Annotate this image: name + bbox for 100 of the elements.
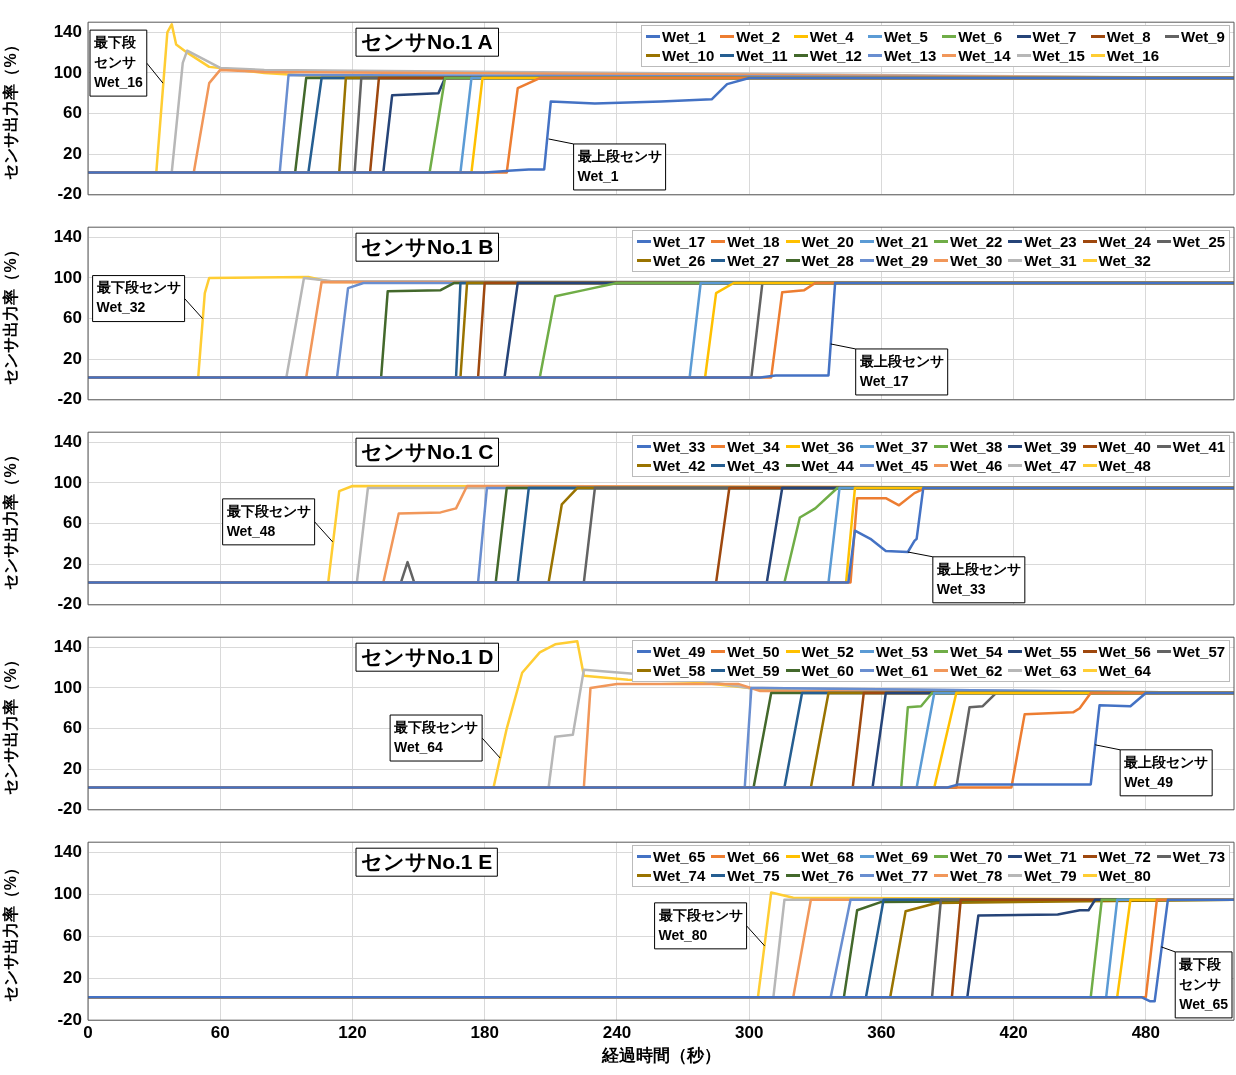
y-tick-label: 20 xyxy=(63,968,82,988)
y-tick-label: 60 xyxy=(63,926,82,946)
x-tick-label: 420 xyxy=(999,1023,1028,1043)
legend-label: Wet_58 xyxy=(653,662,706,680)
y-tick-label: 100 xyxy=(53,472,82,492)
legend-label: Wet_42 xyxy=(653,457,706,475)
legend-label: Wet_38 xyxy=(950,438,1003,456)
legend-label: Wet_27 xyxy=(727,252,780,270)
legend-label: Wet_66 xyxy=(727,848,780,866)
annotation: 最上段センサ Wet_49 xyxy=(1123,753,1209,790)
legend-label: Wet_6 xyxy=(958,28,1003,46)
y-tick-label: 100 xyxy=(53,267,82,287)
x-tick-label: 60 xyxy=(210,1023,230,1043)
legend-label: Wet_56 xyxy=(1098,643,1151,661)
legend-label: Wet_43 xyxy=(727,457,780,475)
legend-label: Wet_5 xyxy=(883,28,928,46)
legend-label: Wet_32 xyxy=(1098,252,1151,270)
legend-label: Wet_72 xyxy=(1098,848,1151,866)
x-tick-label: 120 xyxy=(338,1023,367,1043)
legend-label: Wet_34 xyxy=(727,438,780,456)
legend-label: Wet_59 xyxy=(727,662,780,680)
annotation: 最下段センサ Wet_65 xyxy=(1178,955,1229,1012)
annotation: 最下段センサ Wet_80 xyxy=(657,906,743,943)
y-tick-label: 100 xyxy=(53,677,82,697)
legend-label: Wet_7 xyxy=(1032,28,1077,46)
legend-label: Wet_30 xyxy=(950,252,1003,270)
x-tick-label: 360 xyxy=(867,1023,896,1043)
legend-label: Wet_78 xyxy=(950,867,1003,885)
legend-label: Wet_76 xyxy=(801,867,854,885)
annotation: 最上段センサ Wet_1 xyxy=(576,147,662,184)
y-tick-label: -20 xyxy=(57,594,82,614)
y-tick-label: 20 xyxy=(63,758,82,778)
legend-label: Wet_69 xyxy=(875,848,929,866)
y-tick-label: 20 xyxy=(63,348,82,368)
y-tick-label: 60 xyxy=(63,513,82,533)
legend-label: Wet_23 xyxy=(1024,233,1077,251)
y-tick-label: 100 xyxy=(53,884,82,904)
legend-label: Wet_1 xyxy=(662,28,706,46)
legend-label: Wet_20 xyxy=(801,233,854,251)
legend-label: Wet_14 xyxy=(958,47,1011,65)
legend-label: Wet_36 xyxy=(801,438,854,456)
legend-label: Wet_11 xyxy=(736,47,788,65)
y-axis-title: センサ出力率（%） xyxy=(1,37,21,180)
y-tick-label: 60 xyxy=(63,308,82,328)
x-tick-label: 480 xyxy=(1131,1023,1161,1043)
legend-label: Wet_9 xyxy=(1181,28,1225,46)
y-tick-label: -20 xyxy=(57,184,82,204)
legend-label: Wet_16 xyxy=(1106,47,1160,65)
legend-label: Wet_8 xyxy=(1106,28,1151,46)
legend-label: Wet_15 xyxy=(1032,47,1085,65)
y-tick-label: 140 xyxy=(53,227,82,247)
y-tick-label: 20 xyxy=(63,143,82,163)
legend-label: Wet_60 xyxy=(801,662,854,680)
annotation: 最下段センサ Wet_32 xyxy=(95,279,181,316)
legend-label: Wet_70 xyxy=(950,848,1003,866)
y-tick-label: -20 xyxy=(57,799,82,819)
legend-label: Wet_57 xyxy=(1172,643,1226,661)
legend-label: Wet_64 xyxy=(1098,662,1151,680)
y-axis-title: センサ出力率（%） xyxy=(1,652,21,795)
legend-label: Wet_45 xyxy=(875,457,929,475)
x-axis-title: 経過時間（秒） xyxy=(600,1046,721,1066)
chart-title: センサNo.1 B xyxy=(361,235,494,258)
y-tick-label: 60 xyxy=(63,103,82,123)
y-tick-label: 60 xyxy=(63,718,82,738)
y-tick-label: 140 xyxy=(53,432,82,452)
x-tick-label: 300 xyxy=(734,1023,764,1043)
x-tick-label: 240 xyxy=(602,1023,632,1043)
legend-label: Wet_74 xyxy=(653,867,706,885)
legend-label: Wet_61 xyxy=(875,662,929,680)
legend-label: Wet_71 xyxy=(1024,848,1077,866)
legend-label: Wet_48 xyxy=(1098,457,1151,475)
legend-label: Wet_29 xyxy=(875,252,929,270)
x-tick-label: 0 xyxy=(83,1023,93,1043)
legend-label: Wet_41 xyxy=(1172,438,1226,456)
annotation: 最下段センサ Wet_64 xyxy=(393,718,479,755)
legend-label: Wet_79 xyxy=(1024,867,1077,885)
legend-label: Wet_24 xyxy=(1098,233,1151,251)
legend-label: Wet_80 xyxy=(1098,867,1151,885)
chart-title: センサNo.1 C xyxy=(361,440,494,463)
legend-label: Wet_12 xyxy=(809,47,862,65)
y-axis-title: センサ出力率（%） xyxy=(1,242,21,385)
legend-label: Wet_17 xyxy=(653,233,706,251)
legend-label: Wet_63 xyxy=(1024,662,1077,680)
y-tick-label: 140 xyxy=(53,637,82,657)
legend-label: Wet_47 xyxy=(1024,457,1077,475)
legend-label: Wet_40 xyxy=(1098,438,1151,456)
legend-label: Wet_25 xyxy=(1172,233,1226,251)
legend-label: Wet_55 xyxy=(1024,643,1077,661)
legend-label: Wet_33 xyxy=(653,438,706,456)
x-tick-label: 180 xyxy=(470,1023,499,1043)
annotation: 最上段センサ Wet_33 xyxy=(935,560,1021,597)
legend-label: Wet_22 xyxy=(950,233,1003,251)
legend-label: Wet_62 xyxy=(950,662,1003,680)
legend-label: Wet_50 xyxy=(727,643,780,661)
legend-label: Wet_10 xyxy=(662,47,715,65)
legend-label: Wet_65 xyxy=(653,848,706,866)
y-axis-title: センサ出力率（%） xyxy=(1,447,21,590)
legend-label: Wet_46 xyxy=(950,457,1003,475)
y-tick-label: 20 xyxy=(63,553,82,573)
legend-label: Wet_73 xyxy=(1172,848,1226,866)
